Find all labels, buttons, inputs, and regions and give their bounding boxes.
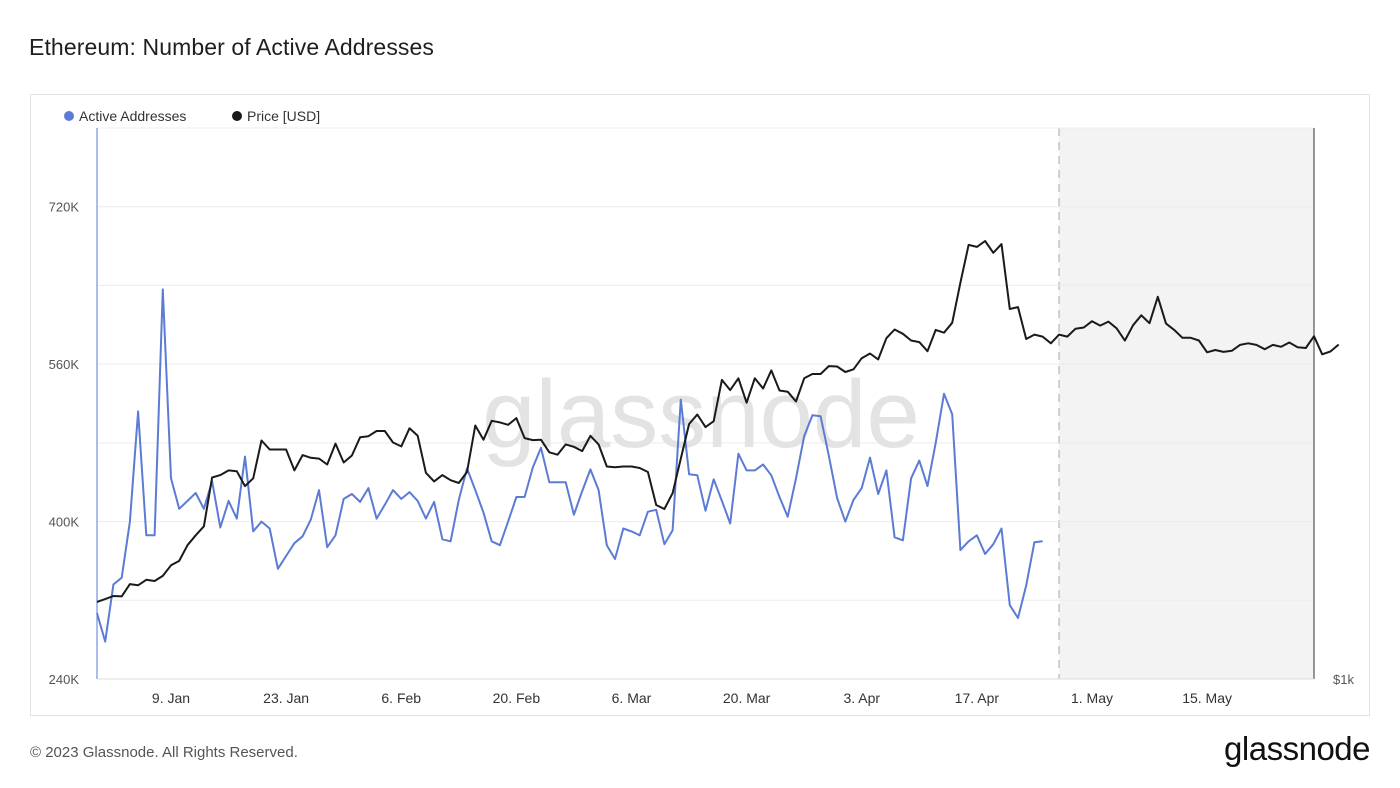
series-layer xyxy=(96,240,1340,643)
series-price-line xyxy=(96,240,1340,603)
watermark: glassnode xyxy=(482,361,920,468)
x-tick-label: 6. Feb xyxy=(381,690,421,706)
page-title: Ethereum: Number of Active Addresses xyxy=(29,34,435,60)
y-tick-labels: 240K 400K 560K 720K $1k xyxy=(49,200,1355,687)
chart-svg: glassnode 240K 400K 560K 720K $1k 9. Jan 23. … xyxy=(49,108,1355,706)
x-tick-label: 23. Jan xyxy=(263,690,309,706)
x-tick-labels: 9. Jan 23. Jan 6. Feb 20. Feb 6. Mar 20. Mar 3… xyxy=(152,690,1232,706)
x-tick-label: 20. Mar xyxy=(723,690,771,706)
x-tick-label: 9. Jan xyxy=(152,690,190,706)
legend-label-price: Price [USD] xyxy=(247,108,320,124)
legend-label-active-addresses: Active Addresses xyxy=(79,108,186,124)
legend-marker-price xyxy=(232,111,242,121)
y-right-tick-label: $1k xyxy=(1333,672,1354,687)
y-tick-label: 560K xyxy=(49,357,80,372)
grid-layer xyxy=(97,127,1314,601)
y-tick-label: 400K xyxy=(49,515,80,530)
x-tick-label: 17. Apr xyxy=(955,690,1000,706)
footer-copyright: © 2023 Glassnode. All Rights Reserved. xyxy=(30,744,298,761)
y-tick-label: 240K xyxy=(49,672,80,687)
series-active-addresses-line xyxy=(96,288,1043,643)
x-tick-label: 1. May xyxy=(1071,690,1113,706)
y-tick-label: 720K xyxy=(49,200,80,215)
chart-frame: glassnode 240K 400K 560K 720K $1k 9. Jan 23. … xyxy=(30,94,1370,716)
legend-marker-active-addresses xyxy=(64,111,74,121)
x-tick-label: 3. Apr xyxy=(843,690,880,706)
x-tick-label: 6. Mar xyxy=(612,690,652,706)
axes-layer xyxy=(96,128,1315,680)
glassnode-logo: glassnode xyxy=(1224,730,1370,767)
x-tick-label: 20. Feb xyxy=(493,690,541,706)
forecast-band xyxy=(1059,128,1314,679)
x-tick-label: 15. May xyxy=(1182,690,1232,706)
forecast-band-layer xyxy=(1058,128,1314,679)
legend: Active Addresses Price [USD] xyxy=(64,108,320,124)
